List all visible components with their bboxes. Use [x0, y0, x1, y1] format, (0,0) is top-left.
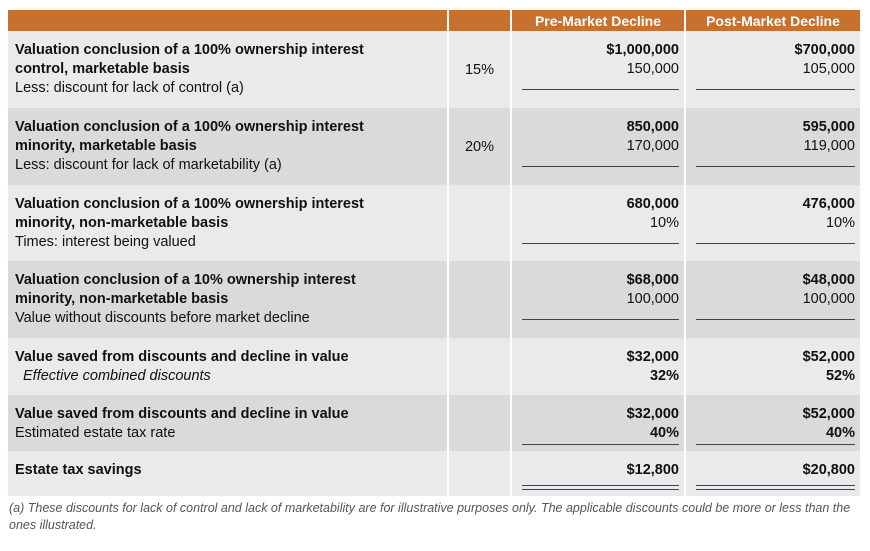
underline [522, 319, 679, 320]
header-label [8, 10, 449, 31]
underline [522, 166, 679, 167]
underline [522, 89, 679, 90]
underline [696, 89, 855, 90]
row-subtitle: Value without discounts before market de… [15, 310, 310, 326]
post-value: $52,000 [802, 406, 855, 422]
post-value: 476,000 [802, 196, 855, 212]
post-subvalue: 52% [825, 368, 855, 384]
pre-subvalue: 150,000 [626, 61, 679, 77]
pre-value-cell: $32,000 40% [512, 395, 686, 451]
pre-value: $32,000 [626, 349, 679, 365]
header-post-market: Post-Market Decline [706, 12, 840, 29]
post-value: $20,800 [802, 462, 855, 478]
underline [696, 444, 855, 445]
row-subtitle: Times: interest being valued [15, 234, 196, 250]
pre-subvalue: 10% [649, 215, 679, 231]
row-percent [449, 451, 512, 496]
underline [696, 166, 855, 167]
pre-subvalue: 32% [649, 368, 679, 384]
row-title: minority, non-marketable basis [15, 291, 229, 307]
row-subtitle: Less: discount for lack of marketability… [15, 157, 282, 173]
pre-value-cell: 850,000 170,000 [512, 108, 686, 185]
row-title: Value saved from discounts and decline i… [15, 406, 349, 422]
row-label: Valuation conclusion of a 100% ownership… [8, 185, 449, 261]
pre-value: $68,000 [626, 272, 679, 288]
post-value: $48,000 [802, 272, 855, 288]
row-label: Valuation conclusion of a 100% ownership… [8, 31, 449, 108]
row-title: Estate tax savings [15, 462, 142, 478]
post-subvalue: 10% [825, 215, 855, 231]
underline [696, 319, 855, 320]
double-underline [522, 485, 679, 490]
row-percent [449, 338, 512, 395]
row-label: Value saved from discounts and decline i… [8, 395, 449, 451]
post-subvalue: 40% [825, 425, 855, 441]
row-title: Valuation conclusion of a 100% ownership… [15, 42, 364, 58]
row-percent [449, 185, 512, 261]
row-title: Valuation conclusion of a 100% ownership… [15, 196, 364, 212]
pre-value-cell: $68,000 100,000 [512, 261, 686, 338]
table-row: Value saved from discounts and decline i… [8, 338, 860, 395]
table-row: Valuation conclusion of a 100% ownership… [8, 108, 860, 185]
row-subtitle: Estimated estate tax rate [15, 425, 176, 441]
post-value: $700,000 [794, 42, 855, 58]
post-subvalue: 105,000 [802, 61, 855, 77]
row-percent [449, 261, 512, 338]
row-percent [449, 395, 512, 451]
row-title: minority, marketable basis [15, 138, 197, 154]
row-percent: 20% [449, 108, 512, 185]
underline [522, 243, 679, 244]
double-underline [696, 485, 855, 490]
post-value-cell: $52,000 40% [686, 395, 860, 451]
post-value-cell: $48,000 100,000 [686, 261, 860, 338]
table-row: Value saved from discounts and decline i… [8, 395, 860, 451]
pre-subvalue: 170,000 [626, 138, 679, 154]
row-label: Estate tax savings [8, 451, 449, 496]
row-label: Valuation conclusion of a 100% ownership… [8, 108, 449, 185]
row-title: Value saved from discounts and decline i… [15, 349, 349, 365]
post-value-cell: 595,000 119,000 [686, 108, 860, 185]
table-row: Valuation conclusion of a 100% ownership… [8, 185, 860, 261]
pre-value-cell: $32,000 32% [512, 338, 686, 395]
row-title: minority, non-marketable basis [15, 215, 229, 231]
row-label: Valuation conclusion of a 10% ownership … [8, 261, 449, 338]
post-value-cell: 476,000 10% [686, 185, 860, 261]
pre-value-cell: $12,800 [512, 451, 686, 496]
table-row: Estate tax savings $12,800 $20,800 [8, 451, 860, 496]
post-value: $52,000 [802, 349, 855, 365]
pre-subvalue: 100,000 [626, 291, 679, 307]
pre-value-cell: 680,000 10% [512, 185, 686, 261]
estate-tax-table: Pre-Market Decline Post-Market Decline V… [8, 10, 860, 496]
pre-value: 680,000 [626, 196, 679, 212]
table-row: Valuation conclusion of a 10% ownership … [8, 261, 860, 338]
row-percent: 15% [449, 31, 512, 108]
pre-value: $32,000 [626, 406, 679, 422]
table-row: Valuation conclusion of a 100% ownership… [8, 31, 860, 108]
row-subtitle: Less: discount for lack of control (a) [15, 80, 244, 96]
pre-value: 850,000 [626, 119, 679, 135]
row-title: control, marketable basis [15, 61, 190, 77]
row-subtitle: Effective combined discounts [23, 368, 211, 384]
post-value-cell: $52,000 52% [686, 338, 860, 395]
table-header: Pre-Market Decline Post-Market Decline [8, 10, 860, 31]
header-pre-market: Pre-Market Decline [512, 10, 686, 31]
underline [522, 444, 679, 445]
pre-value-cell: $1,000,000 150,000 [512, 31, 686, 108]
pre-subvalue: 40% [649, 425, 679, 441]
row-title: Valuation conclusion of a 100% ownership… [15, 119, 364, 135]
underline [696, 243, 855, 244]
pre-value: $1,000,000 [606, 42, 679, 58]
row-label: Value saved from discounts and decline i… [8, 338, 449, 395]
pre-value: $12,800 [626, 462, 679, 478]
post-value-cell: $20,800 [686, 451, 860, 496]
header-pct [449, 10, 512, 31]
post-subvalue: 100,000 [802, 291, 855, 307]
footnote: (a) These discounts for lack of control … [9, 501, 851, 532]
post-subvalue: 119,000 [803, 138, 855, 154]
post-value-cell: $700,000 105,000 [686, 31, 860, 108]
row-title: Valuation conclusion of a 10% ownership … [15, 272, 356, 288]
post-value: 595,000 [802, 119, 855, 135]
